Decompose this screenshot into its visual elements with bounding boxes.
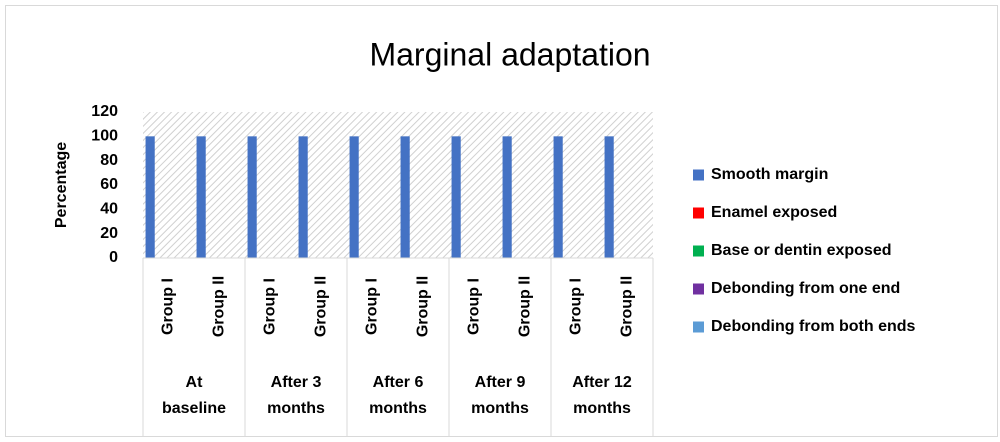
x-tick-label: Group II — [211, 276, 228, 337]
bar — [298, 136, 308, 258]
legend-label: Enamel exposed — [711, 204, 837, 221]
bar — [247, 136, 257, 258]
chart-title: Marginal adaptation — [369, 36, 650, 72]
x-tick-label: Group II — [415, 276, 432, 337]
legend-label: Debonding from one end — [711, 280, 900, 297]
x-tick-label: Group II — [313, 276, 330, 337]
legend-swatch — [693, 321, 704, 333]
group-label: After 12 months — [572, 374, 632, 417]
x-tick-label: Group I — [262, 278, 279, 335]
y-tick-label: 20 — [100, 225, 118, 242]
x-tick-label: Group I — [568, 278, 585, 335]
y-axis-label: Percentage — [53, 142, 70, 228]
group-label: At baseline — [162, 374, 226, 417]
bar — [604, 136, 614, 258]
group-label: After 9 months — [471, 374, 529, 417]
bar — [400, 136, 410, 258]
legend-swatch — [693, 283, 704, 295]
legend-swatch — [693, 207, 704, 219]
plot-area — [143, 112, 653, 258]
bar — [553, 136, 563, 258]
x-tick-label: Group I — [160, 278, 177, 335]
bar — [451, 136, 461, 258]
legend-label: Base or dentin exposed — [711, 242, 892, 259]
group-label: After 3 months — [267, 374, 325, 417]
legend-swatch — [693, 169, 704, 181]
bar — [196, 136, 206, 258]
bar — [349, 136, 359, 258]
group-label: After 6 months — [369, 374, 427, 417]
y-tick-label: 120 — [91, 103, 118, 120]
y-tick-label: 0 — [109, 249, 118, 266]
x-tick-label: Group II — [517, 276, 534, 337]
legend-label: Smooth margin — [711, 166, 828, 183]
legend-label: Debonding from both ends — [711, 318, 916, 335]
y-tick-label: 40 — [100, 201, 118, 218]
y-tick-label: 80 — [100, 152, 118, 169]
x-tick-label: Group I — [466, 278, 483, 335]
x-tick-label: Group II — [619, 276, 636, 337]
y-tick-label: 100 — [91, 128, 118, 145]
bar — [502, 136, 512, 258]
bar — [145, 136, 155, 258]
legend-swatch — [693, 245, 704, 257]
y-tick-label: 60 — [100, 176, 118, 193]
x-tick-label: Group I — [364, 278, 381, 335]
